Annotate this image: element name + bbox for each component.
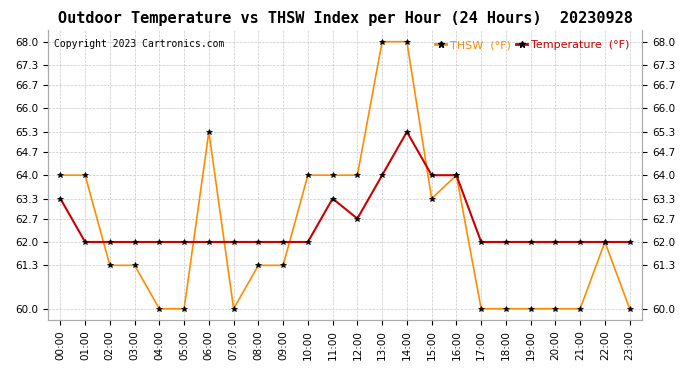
Legend: THSW  (°F), Temperature  (°F): THSW (°F), Temperature (°F) — [431, 36, 633, 54]
Text: Outdoor Temperature vs THSW Index per Hour (24 Hours)  20230928: Outdoor Temperature vs THSW Index per Ho… — [57, 11, 633, 26]
Text: Copyright 2023 Cartronics.com: Copyright 2023 Cartronics.com — [54, 39, 224, 49]
